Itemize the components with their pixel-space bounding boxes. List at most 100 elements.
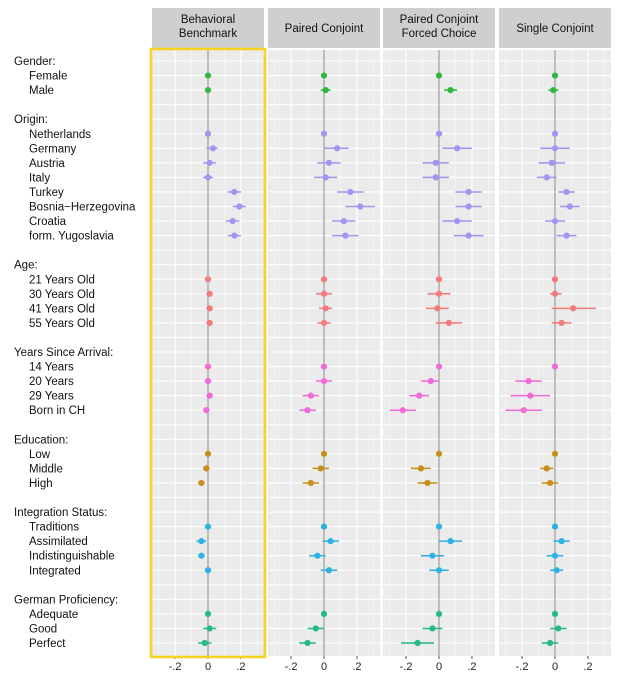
group-label-2: Age: — [14, 260, 38, 272]
group-label-4: Education: — [14, 434, 68, 446]
row-label-1-2: Austria — [29, 158, 65, 170]
estimate-point-4-1-p0 — [203, 465, 210, 472]
estimate-point-5-1-p0 — [198, 538, 205, 545]
panel-header-2 — [383, 8, 495, 48]
row-label-5-0: Traditions — [29, 522, 79, 534]
estimate-point-1-2-p2 — [432, 159, 439, 166]
x-tick-label-0-2: .2 — [236, 661, 245, 673]
group-label-1: Origin: — [14, 114, 48, 126]
estimate-point-3-0-p3 — [551, 363, 559, 370]
row-label-5-2: Indistinguishable — [29, 551, 115, 563]
row-label-6-2: Perfect — [29, 638, 66, 650]
estimate-point-3-1-p0 — [204, 378, 212, 385]
x-tick-label-2-2: .2 — [467, 661, 476, 673]
estimate-point-1-3-p3 — [543, 174, 550, 181]
panel-title-2-line-0: Paired Conjoint — [400, 14, 479, 26]
estimate-point-1-1-p1 — [334, 145, 341, 152]
estimate-point-3-2-p2 — [416, 392, 423, 399]
estimate-point-6-1-p2 — [429, 625, 436, 632]
estimate-point-1-6-p0 — [229, 217, 236, 225]
row-label-1-4: Turkey — [29, 187, 64, 199]
estimate-point-2-1-p3 — [551, 290, 559, 297]
row-label-1-5: Bosnia−Herzegovina — [29, 202, 136, 214]
estimate-point-4-2-p1 — [307, 479, 314, 487]
estimate-point-1-1-p0 — [209, 145, 217, 152]
row-label-6-0: Adequate — [29, 609, 78, 621]
estimate-point-5-3-p3 — [553, 567, 560, 574]
row-label-3-3: Born in CH — [29, 405, 85, 417]
estimate-point-1-2-p0 — [206, 159, 213, 166]
x-tick-label-2-0: -.2 — [400, 661, 413, 673]
row-label-4-2: High — [29, 478, 53, 490]
estimate-point-6-0-p3 — [551, 610, 559, 618]
estimate-point-4-0-p2 — [435, 450, 443, 457]
estimate-point-2-3-p1 — [320, 319, 328, 326]
estimate-point-2-2-p2 — [434, 305, 441, 312]
estimate-point-2-0-p2 — [435, 276, 443, 283]
estimate-point-5-1-p2 — [447, 538, 454, 545]
row-label-1-1: Germany — [29, 143, 77, 155]
panel-title-1-line-0: Paired Conjoint — [285, 23, 364, 35]
estimate-point-0-1-p2 — [447, 87, 454, 94]
estimate-point-5-2-p1 — [314, 552, 321, 559]
estimate-point-2-1-p2 — [435, 290, 443, 297]
estimate-point-0-0-p3 — [551, 72, 559, 79]
estimate-point-1-0-p1 — [320, 130, 328, 137]
estimate-point-4-0-p1 — [320, 450, 328, 457]
estimate-point-1-6-p2 — [454, 217, 461, 225]
estimate-point-6-2-p0 — [201, 639, 208, 647]
estimate-point-1-5-p0 — [236, 203, 243, 210]
estimate-point-1-1-p2 — [454, 145, 461, 152]
estimate-point-1-7-p0 — [231, 232, 238, 239]
x-tick-label-3-2: .2 — [583, 661, 592, 673]
group-label-6: German Proficiency: — [14, 594, 118, 606]
row-label-1-6: Croatia — [29, 216, 67, 228]
estimate-point-3-3-p2 — [399, 407, 406, 414]
estimate-point-4-2-p3 — [546, 479, 554, 487]
panel-header-0 — [152, 8, 264, 48]
estimate-point-5-0-p3 — [551, 523, 559, 530]
estimate-point-1-7-p1 — [342, 232, 349, 239]
estimate-point-1-4-p1 — [347, 188, 354, 196]
row-label-4-0: Low — [29, 449, 51, 461]
row-label-5-1: Assimilated — [29, 536, 88, 548]
row-label-3-0: 14 Years — [29, 362, 74, 374]
row-label-2-1: 30 Years Old — [29, 289, 95, 301]
estimate-point-6-2-p2 — [414, 639, 421, 647]
estimate-point-0-0-p1 — [320, 72, 328, 79]
estimate-point-1-2-p3 — [548, 159, 555, 166]
estimate-point-1-5-p1 — [357, 203, 364, 210]
estimate-point-2-1-p0 — [206, 290, 213, 297]
row-label-0-0: Female — [29, 71, 67, 83]
estimate-point-5-1-p1 — [327, 538, 334, 545]
panel-title-2-line-1: Forced Choice — [402, 28, 477, 40]
x-tick-label-1-1: 0 — [321, 661, 327, 673]
estimate-point-0-0-p2 — [435, 72, 443, 79]
estimate-point-3-0-p0 — [204, 363, 212, 370]
group-label-5: Integration Status: — [14, 507, 107, 519]
estimate-point-5-3-p0 — [204, 567, 212, 574]
estimate-point-1-7-p3 — [563, 232, 570, 239]
estimate-point-4-2-p2 — [424, 479, 431, 487]
panel-title-0-line-1: Benchmark — [179, 28, 237, 40]
row-label-2-2: 41 Years Old — [29, 303, 95, 315]
estimate-point-5-0-p0 — [204, 523, 212, 530]
estimate-point-6-1-p1 — [312, 625, 319, 632]
row-label-5-3: Integrated — [29, 565, 81, 577]
estimate-point-3-2-p1 — [307, 392, 314, 399]
estimate-point-0-0-p0 — [204, 72, 212, 79]
estimate-point-2-3-p3 — [558, 319, 565, 326]
panel-header-3 — [499, 8, 611, 48]
estimate-point-6-0-p2 — [435, 610, 443, 618]
estimate-point-4-1-p2 — [417, 465, 424, 472]
estimate-point-5-3-p1 — [325, 567, 333, 574]
panel-title-0-line-0: Behavioral — [181, 14, 235, 26]
estimate-point-2-0-p1 — [320, 276, 328, 283]
estimate-point-5-2-p0 — [198, 552, 205, 559]
x-tick-label-2-1: 0 — [436, 661, 442, 673]
estimate-point-3-3-p3 — [520, 407, 527, 414]
estimate-point-6-2-p3 — [546, 639, 554, 647]
group-label-0: Gender: — [14, 56, 56, 68]
estimate-point-3-0-p2 — [435, 363, 443, 370]
